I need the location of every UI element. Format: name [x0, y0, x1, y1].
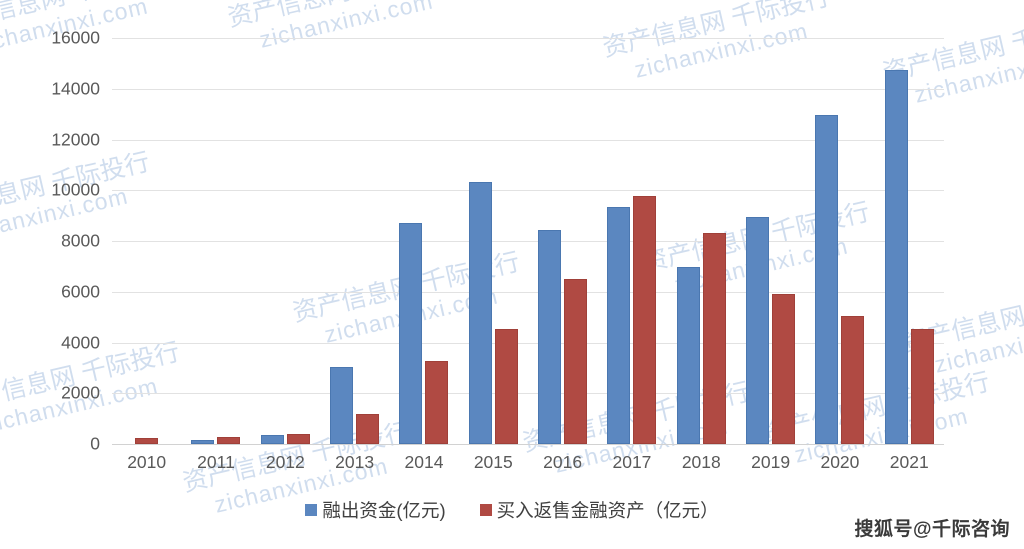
gridline	[112, 393, 944, 395]
bar	[356, 414, 380, 444]
watermark-subtext: zichanxinxi.com	[931, 312, 1024, 378]
y-axis-tick-label: 6000	[61, 281, 100, 302]
bar	[135, 437, 159, 444]
bar	[607, 206, 631, 444]
bar	[772, 293, 796, 444]
gridline	[112, 38, 944, 39]
y-axis-tick-label: 4000	[61, 332, 100, 352]
x-axis-tick-label: 2020	[820, 452, 860, 472]
legend-item: 买入返售金融资产（亿元）	[479, 497, 719, 523]
gridline	[112, 342, 944, 344]
bar-group	[181, 38, 250, 444]
legend-item: 融出资金(亿元)	[305, 497, 446, 523]
bar	[330, 366, 354, 444]
plot-area	[112, 38, 944, 445]
bar	[538, 229, 562, 444]
x-axis-tick-label: 2017	[612, 452, 652, 472]
bar-group	[112, 38, 181, 444]
bar	[884, 70, 908, 444]
bar	[425, 360, 449, 444]
x-axis-tick-label: 2014	[404, 452, 444, 472]
bar-group	[667, 38, 736, 444]
y-axis-tick-label: 2000	[61, 382, 100, 403]
bar-group	[459, 38, 528, 444]
source-credit-watermark: 搜狐号@千际咨询	[854, 519, 1010, 540]
bar	[494, 329, 518, 444]
gridline	[112, 444, 944, 445]
x-axis: 2010 2011 2012 2013 2014 2015 2016 2017 2018 2019…	[112, 452, 944, 482]
x-axis-tick-label: 2012	[265, 452, 305, 472]
bar	[633, 195, 657, 444]
x-axis-tick-label: 2021	[889, 452, 929, 472]
gridline	[112, 139, 944, 141]
bar	[191, 439, 215, 444]
x-axis-tick-label: 2015	[473, 452, 513, 472]
bar-group	[528, 38, 597, 444]
y-axis-tick-label: 10000	[51, 179, 100, 200]
gridline	[112, 88, 944, 90]
x-axis-tick-label: 2013	[335, 452, 375, 472]
legend-color-swatch	[305, 504, 318, 516]
bar	[702, 233, 726, 444]
x-axis-tick-label: 2010	[127, 452, 167, 472]
bar	[564, 278, 588, 444]
bar	[260, 435, 284, 444]
bar	[217, 436, 241, 444]
y-axis-tick-label: 12000	[51, 129, 100, 149]
x-axis-tick-label: 2019	[751, 452, 791, 472]
legend-color-swatch	[479, 504, 492, 516]
x-axis-tick-label: 2011	[197, 452, 235, 472]
gridline	[112, 241, 944, 242]
legend-label: 融出资金(亿元)	[322, 500, 446, 521]
bar	[841, 316, 865, 444]
bar	[399, 223, 423, 444]
legend-label: 买入返售金融资产（亿元）	[496, 500, 719, 521]
y-axis-tick-label: 16000	[51, 27, 100, 48]
bar	[815, 115, 839, 444]
x-axis-tick-label: 2018	[681, 452, 721, 472]
bar	[910, 329, 934, 444]
gridline	[112, 291, 944, 293]
bar	[286, 433, 310, 444]
bar	[746, 216, 770, 444]
bar	[468, 181, 492, 444]
chart-legend: 融出资金(亿元) 买入返售金融资产（亿元）	[0, 497, 1024, 523]
bar-groups	[112, 38, 944, 444]
gridline	[112, 190, 944, 192]
bar-group	[736, 38, 805, 444]
y-axis-tick-label: 8000	[61, 230, 100, 251]
y-axis-tick-label: 14000	[51, 78, 100, 99]
bar-group	[805, 38, 874, 444]
bar-group	[875, 38, 944, 444]
bar-group	[389, 38, 458, 444]
bar-group	[320, 38, 389, 444]
y-axis: 0 2000 4000 6000 8000 10000 12000 14000 16000	[0, 28, 100, 454]
bar-group	[597, 38, 666, 444]
x-axis-tick-label: 2016	[543, 452, 583, 472]
y-axis-tick-label: 0	[90, 433, 100, 454]
bar	[676, 266, 700, 444]
bar-group	[251, 38, 320, 444]
